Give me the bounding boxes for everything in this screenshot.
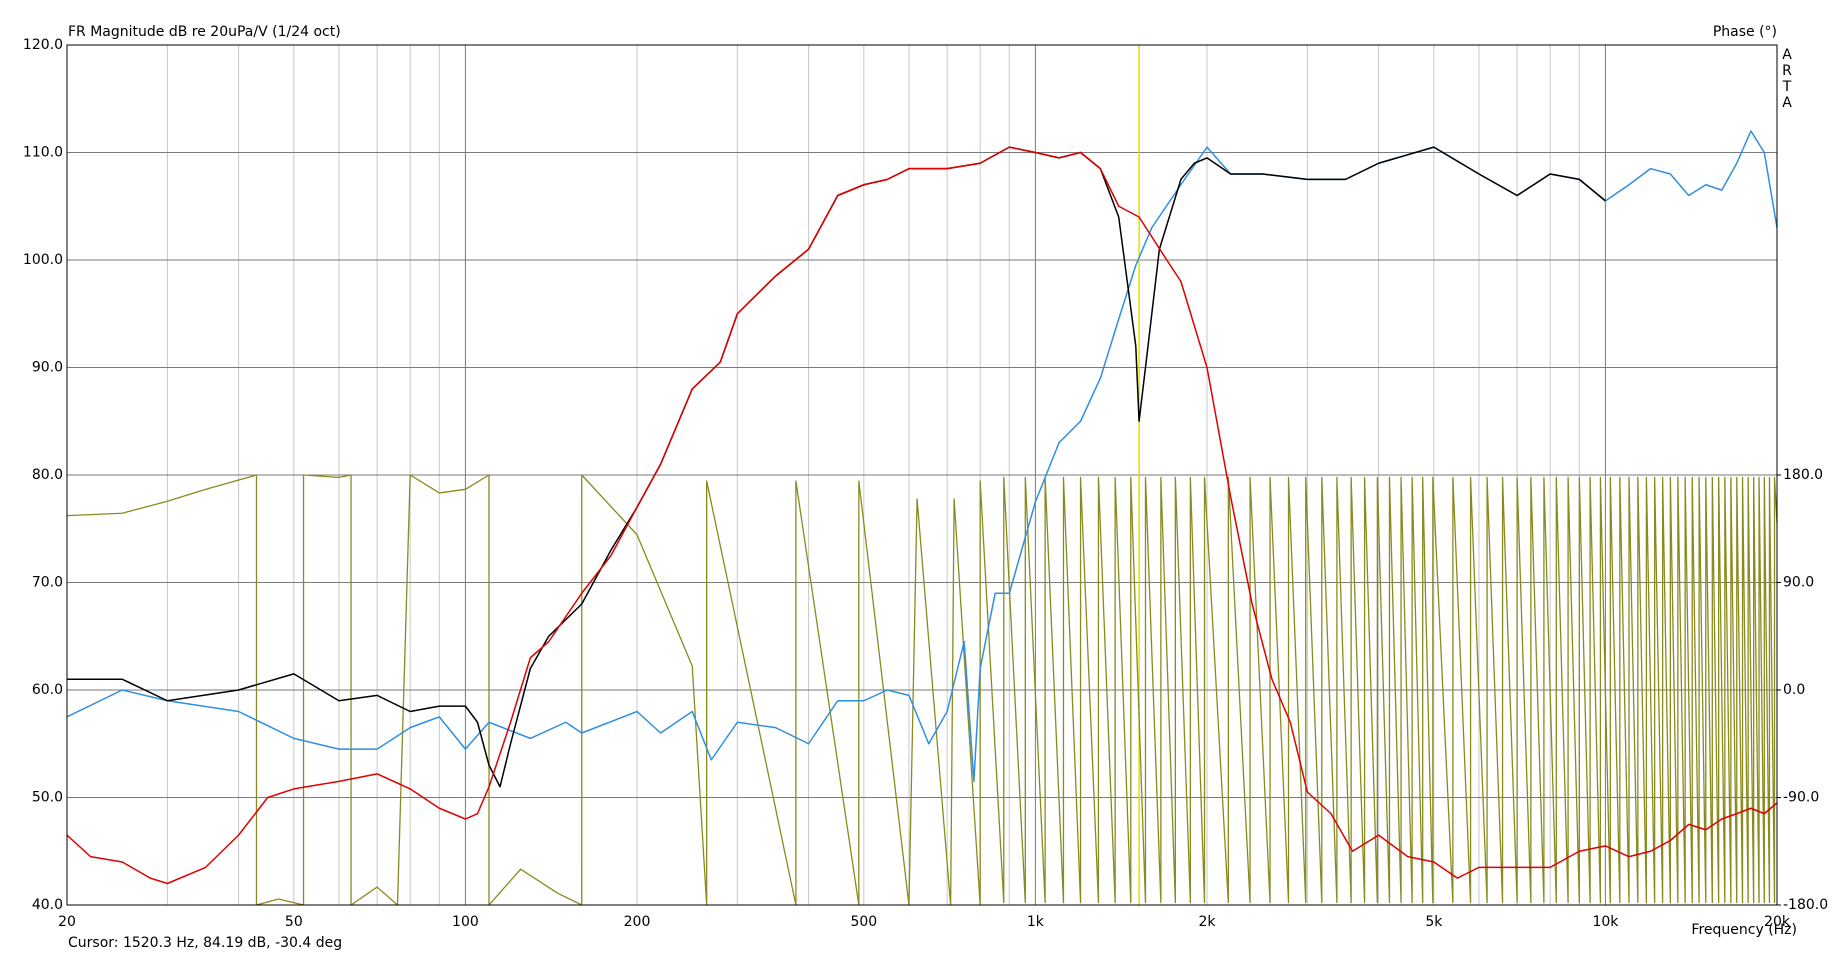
y2-tick-label: -180.0 xyxy=(1783,897,1828,913)
x-tick-label: 2k xyxy=(1198,914,1216,930)
y2-tick-label: -90.0 xyxy=(1783,790,1819,806)
x-tick-label: 10k xyxy=(1592,914,1619,930)
watermark-letter: T xyxy=(1782,79,1792,95)
x-axis-label: Frequency (Hz) xyxy=(1691,922,1797,938)
y-tick-label: 100.0 xyxy=(23,252,63,268)
x-tick-label: 20k xyxy=(1764,914,1791,930)
y2-tick-label: 90.0 xyxy=(1783,575,1814,591)
y-tick-label: 50.0 xyxy=(32,790,63,806)
plot-frame xyxy=(66,44,1778,906)
y-tick-label: 70.0 xyxy=(32,575,63,591)
x-tick-label: 100 xyxy=(452,914,479,930)
x-tick-label: 20 xyxy=(58,914,76,930)
y-tick-label: 120.0 xyxy=(23,37,63,53)
x-tick-label: 200 xyxy=(624,914,651,930)
watermark-letter: A xyxy=(1782,95,1792,111)
chart-title: FR Magnitude dB re 20uPa/V (1/24 oct) xyxy=(68,24,341,40)
phase-line xyxy=(67,474,1777,905)
watermark-letter: R xyxy=(1782,63,1792,79)
magnitude-line xyxy=(67,146,1777,885)
x-tick-label: 1k xyxy=(1027,914,1045,930)
watermark-letter: A xyxy=(1782,47,1792,63)
y2-tick-label: 0.0 xyxy=(1783,682,1805,698)
x-tick-label: 5k xyxy=(1425,914,1443,930)
x-tick-label: 500 xyxy=(850,914,877,930)
y2-tick-label: 180.0 xyxy=(1783,467,1823,483)
y-tick-label: 90.0 xyxy=(32,360,63,376)
y2-axis-label: Phase (°) xyxy=(1713,24,1777,40)
cursor-readout: Cursor: 1520.3 Hz, 84.19 dB, -30.4 deg xyxy=(68,935,342,951)
y-tick-label: 60.0 xyxy=(32,682,63,698)
y-tick-label: 110.0 xyxy=(23,145,63,161)
y-tick-label: 80.0 xyxy=(32,467,63,483)
y-tick-label: 40.0 xyxy=(32,897,63,913)
x-tick-label: 50 xyxy=(285,914,303,930)
